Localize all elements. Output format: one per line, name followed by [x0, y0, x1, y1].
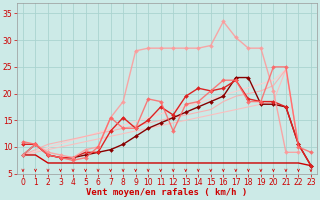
- X-axis label: Vent moyen/en rafales ( km/h ): Vent moyen/en rafales ( km/h ): [86, 188, 248, 197]
